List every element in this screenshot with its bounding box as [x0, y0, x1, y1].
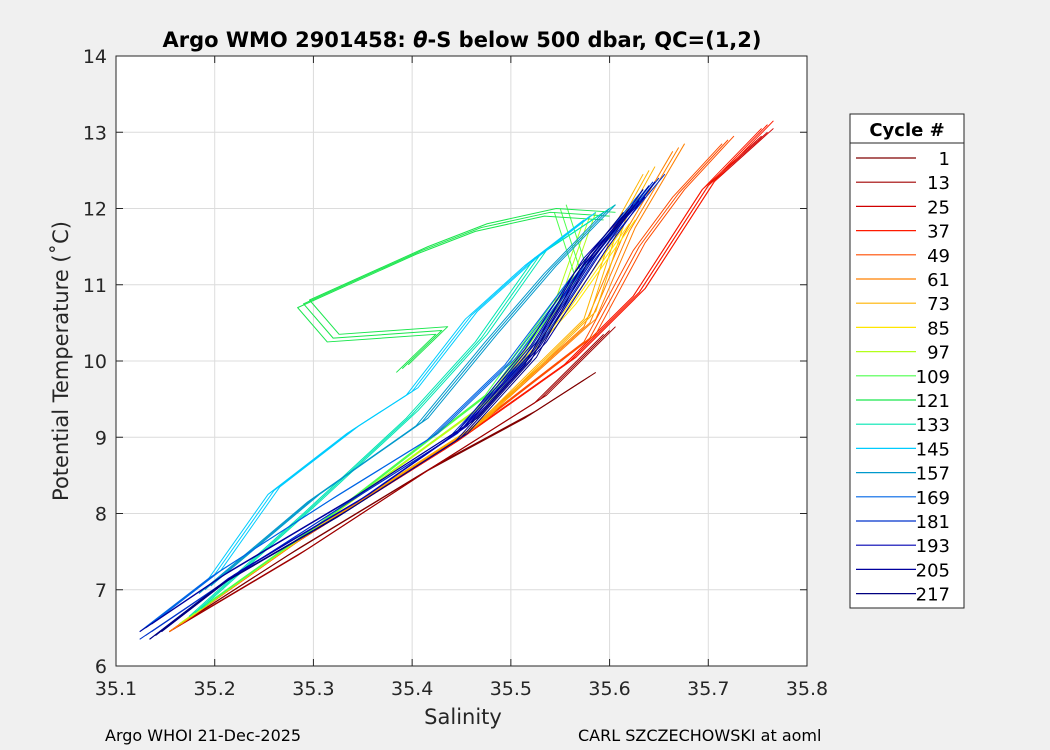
legend-item: 25	[856, 197, 950, 218]
legend-item: 157	[856, 464, 950, 485]
legend-label: 61	[927, 270, 950, 291]
legend-item: 181	[856, 512, 950, 533]
y-tick-label: 12	[83, 199, 107, 221]
legend-title: Cycle #	[869, 120, 944, 141]
x-tick-label: 35.5	[490, 678, 532, 700]
series-line-205	[151, 181, 656, 625]
series-109	[188, 204, 587, 617]
legend-item: 37	[856, 222, 950, 243]
x-tick-label: 35.4	[391, 678, 433, 700]
series-217	[149, 204, 636, 640]
legend-item: 145	[856, 439, 950, 460]
legend-item: 133	[856, 415, 950, 436]
x-tick-label: 35.1	[95, 678, 137, 700]
series-line-121	[297, 215, 604, 373]
legend-label: 169	[916, 488, 950, 509]
legend-label: 1	[939, 149, 950, 170]
series-line-61	[180, 143, 686, 625]
y-tick-label: 10	[83, 351, 107, 373]
y-axis-label: Potential Temperature (˚C)	[49, 221, 73, 501]
legend-item: 73	[856, 294, 950, 315]
series-layer	[139, 120, 774, 640]
x-tick-label: 35.6	[588, 678, 630, 700]
series-line-109	[200, 204, 587, 610]
legend-items: 1 13 25 37 49 61 73 85 97 109 121 133 145 157 169 181 19…	[856, 149, 950, 606]
legend-item: 49	[856, 246, 950, 267]
series-13	[169, 326, 616, 633]
legend-label: 121	[916, 391, 950, 412]
legend-label: 97	[927, 343, 950, 364]
y-tick-label: 7	[95, 580, 107, 602]
footer-right-text: CARL SZCZECHOWSKI at aoml	[578, 726, 821, 745]
x-tick-label: 35.2	[194, 678, 236, 700]
x-tick-label: 35.3	[292, 678, 334, 700]
y-tick-label: 8	[95, 504, 107, 526]
legend-label: 217	[916, 585, 950, 606]
legend-label: 25	[927, 197, 950, 218]
series-157	[198, 204, 616, 594]
x-tick-label: 35.7	[687, 678, 729, 700]
series-line-217	[161, 204, 636, 633]
y-tick-label: 6	[95, 656, 107, 678]
x-tick-label: 35.8	[786, 678, 828, 700]
legend-item: 97	[856, 343, 950, 364]
legend-label: 73	[927, 294, 950, 315]
series-145	[208, 211, 597, 579]
legend-label: 193	[916, 536, 950, 557]
series-line-145	[220, 211, 597, 571]
series-121	[297, 208, 616, 373]
legend-label: 37	[927, 222, 950, 243]
y-tick-label: 14	[83, 46, 107, 68]
legend-item: 205	[856, 560, 950, 581]
series-line-121	[303, 211, 610, 369]
legend-label: 181	[916, 512, 950, 533]
legend-label: 133	[916, 415, 950, 436]
legend-label: 205	[916, 560, 950, 581]
y-tick-label: 11	[83, 275, 107, 297]
legend-item: 169	[856, 488, 950, 509]
legend-label: 49	[927, 246, 950, 267]
legend-item: 217	[856, 585, 950, 606]
y-tick-label: 13	[83, 122, 107, 144]
legend-item: 193	[856, 536, 950, 557]
legend-item: 85	[856, 318, 950, 339]
legend: Cycle # 1 13 25 37 49 61 73 85 97 109 121 133 145 157…	[849, 113, 965, 609]
legend-item: 61	[856, 270, 950, 291]
legend-box	[849, 113, 965, 609]
legend-item: 109	[856, 367, 950, 388]
y-tick-label: 9	[95, 427, 107, 449]
legend-label: 85	[927, 318, 950, 339]
series-line-157	[210, 204, 616, 587]
legend-item: 13	[856, 173, 950, 194]
x-axis-label: Salinity	[424, 705, 502, 729]
chart-title: Argo WMO 2901458: θ-S below 500 dbar, QC…	[162, 28, 761, 52]
legend-label: 109	[916, 367, 950, 388]
legend-item: 121	[856, 391, 950, 412]
series-line-13	[180, 326, 616, 625]
legend-label: 157	[916, 464, 950, 485]
legend-item: 1	[856, 149, 950, 170]
footer-left-text: Argo WHOI 21-Dec-2025	[105, 726, 301, 745]
series-line-157	[204, 208, 610, 591]
series-line-121	[308, 208, 616, 366]
axis-ticks: 35.1 35.2 35.3 35.4 35.5 35.6 35.7 35.8 6 7 8 9 10 11…	[83, 46, 828, 700]
series-205	[139, 181, 656, 633]
legend-label: 13	[927, 173, 950, 194]
legend-label: 145	[916, 439, 950, 460]
series-line-157	[198, 211, 605, 594]
